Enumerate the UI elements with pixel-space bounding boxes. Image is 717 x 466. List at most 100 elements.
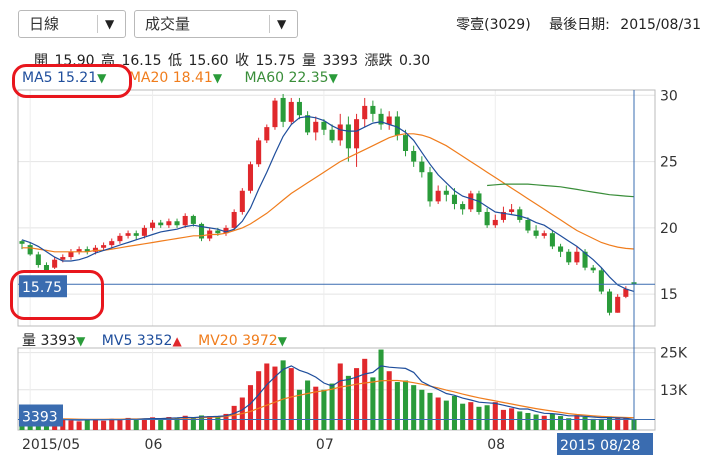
chevron-down-icon[interactable]: ▼: [105, 17, 115, 31]
candle-body: [35, 254, 41, 266]
cursor-volume-label: 3393: [22, 410, 58, 426]
candle-body: [574, 251, 580, 263]
candle-body: [198, 223, 205, 239]
price-plot-frame: [17, 89, 656, 327]
volume-bar: [582, 417, 588, 430]
volume-bar: [84, 419, 90, 430]
candle-body: [60, 257, 66, 260]
down-arrow-icon: ▼: [76, 334, 86, 348]
volume-bar: [615, 418, 621, 430]
chevron-down-icon[interactable]: ▼: [277, 17, 287, 31]
last-date-label: 最後日期:: [549, 17, 610, 33]
vol-legend: 量 3393▼: [22, 333, 85, 349]
volume-bar: [215, 417, 221, 430]
mv5-line: [21, 365, 635, 421]
candle-body: [158, 222, 164, 226]
period-select[interactable]: 日線 ▼: [18, 10, 126, 38]
mv5-legend: MV5 3352▲: [102, 333, 182, 349]
volume-bar: [150, 417, 156, 430]
crosshair-cursor: 15.75 3393 2015 08/28: [18, 90, 655, 455]
volume-bar: [354, 368, 360, 430]
date-tick-label: 06: [145, 437, 163, 453]
ma5-legend: MA5 15.21▼: [22, 70, 106, 86]
ma20-line: [22, 133, 635, 253]
volume-bar: [272, 366, 278, 430]
close-label: 收: [235, 53, 249, 69]
volume-bar: [460, 403, 466, 430]
volume-bar: [133, 419, 139, 430]
candle-body: [492, 219, 498, 226]
volume-bar: [109, 418, 115, 430]
down-arrow-icon: ▼: [212, 71, 223, 85]
candle-body: [109, 241, 115, 246]
candle-body: [19, 241, 25, 244]
volume-bar: [256, 371, 262, 430]
volume-bar: [247, 385, 254, 430]
volume-bar: [492, 402, 498, 430]
candle-body: [264, 127, 270, 141]
down-arrow-icon: ▼: [328, 71, 338, 85]
volume-bar: [574, 415, 580, 430]
ma60-line: [487, 183, 635, 198]
volume-plot-frame: [17, 347, 656, 431]
stock-name: 零壹(3029): [456, 17, 531, 33]
candle-body: [223, 227, 229, 234]
indicator-select[interactable]: 成交量 ▼: [134, 10, 298, 38]
candle-body: [239, 190, 245, 212]
ma5-line: [21, 115, 635, 292]
candle-body: [590, 267, 596, 271]
volume-bar: [345, 375, 351, 430]
mv20-line: [22, 379, 635, 420]
volume-bar: [305, 380, 311, 430]
volume-bar: [288, 368, 294, 430]
candle-body: [386, 116, 392, 125]
volume-bar: [549, 413, 555, 430]
candle-body: [615, 296, 621, 313]
volume-bar: [623, 417, 629, 430]
volume-bars: [19, 349, 637, 430]
ma-legend: MA5 15.21▼ MA20 18.41▼ MA60 22.35▼: [22, 70, 356, 86]
volume-bar: [362, 358, 368, 430]
price-tick-label: 20: [660, 221, 678, 237]
price-gridlines: [18, 90, 655, 326]
volume-bar: [264, 363, 270, 430]
candle-body: [166, 221, 172, 226]
candle-body: [247, 164, 254, 191]
candle-body: [623, 288, 629, 297]
candle-body: [451, 194, 458, 205]
candle-body: [313, 121, 319, 133]
candle-body: [500, 211, 506, 220]
cursor-date-badge: [557, 433, 653, 455]
volume-bar: [443, 400, 449, 430]
candle-body: [468, 193, 474, 210]
candle-body: [443, 190, 449, 195]
volume-bar: [386, 371, 392, 430]
close-value: 15.75: [255, 53, 296, 69]
volume-bar: [231, 405, 237, 430]
price-tick-label: 30: [660, 88, 678, 104]
volume-bar: [141, 418, 147, 430]
volume-tick-label: 13K: [660, 383, 688, 399]
ma5-value: 15.21: [57, 70, 98, 86]
candle-body: [337, 124, 343, 141]
ma60-label: MA60: [244, 70, 285, 86]
candlesticks: [19, 93, 637, 316]
candle-body: [141, 227, 147, 236]
volume-bar: [402, 380, 409, 430]
candle-body: [27, 245, 33, 255]
change-label: 漲跌: [364, 53, 393, 69]
volume-axis-labels: 25K 13K: [660, 346, 688, 399]
price-tick-label: 15: [660, 287, 678, 303]
candle-body: [549, 233, 555, 247]
volume-bar: [125, 417, 131, 430]
price-ma-lines: [21, 115, 635, 292]
candle-body: [190, 215, 196, 224]
candle-body: [174, 221, 180, 226]
volume-bar: [313, 386, 319, 430]
volume-bar: [101, 420, 107, 430]
volume-bar: [174, 417, 180, 430]
candle-body: [288, 101, 294, 122]
volume-bar: [427, 392, 433, 430]
candle-body: [558, 246, 564, 252]
